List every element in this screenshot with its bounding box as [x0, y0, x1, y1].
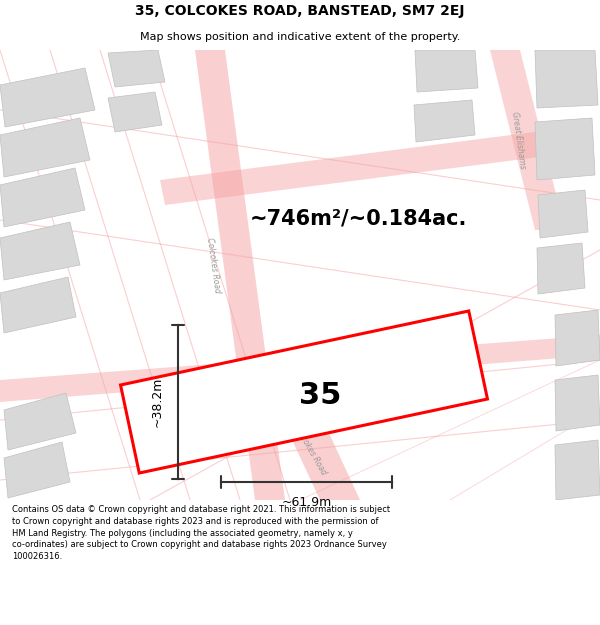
Text: Contains OS data © Crown copyright and database right 2021. This information is : Contains OS data © Crown copyright and d…: [12, 505, 390, 561]
Polygon shape: [0, 118, 90, 177]
Polygon shape: [160, 130, 555, 205]
Text: Great Elishams: Great Elishams: [509, 111, 526, 169]
Text: Colcokes Road: Colcokes Road: [292, 424, 328, 476]
Polygon shape: [537, 243, 585, 294]
Polygon shape: [535, 50, 598, 108]
Text: 35, COLCOKES ROAD, BANSTEAD, SM7 2EJ: 35, COLCOKES ROAD, BANSTEAD, SM7 2EJ: [135, 4, 465, 18]
Polygon shape: [0, 68, 95, 127]
Polygon shape: [555, 310, 600, 366]
Polygon shape: [535, 118, 595, 180]
Polygon shape: [4, 442, 70, 498]
Polygon shape: [538, 190, 588, 238]
Polygon shape: [108, 92, 162, 132]
Text: ~38.2m: ~38.2m: [151, 377, 164, 428]
Polygon shape: [108, 50, 165, 87]
Polygon shape: [121, 311, 487, 473]
Polygon shape: [0, 277, 76, 333]
Polygon shape: [415, 50, 478, 92]
Polygon shape: [414, 100, 475, 142]
Polygon shape: [490, 50, 565, 230]
Polygon shape: [4, 393, 76, 450]
Polygon shape: [555, 440, 600, 500]
Polygon shape: [195, 50, 285, 500]
Polygon shape: [0, 222, 80, 280]
Text: 35: 35: [299, 381, 341, 409]
Polygon shape: [255, 360, 360, 500]
Text: ~61.9m: ~61.9m: [281, 496, 332, 509]
Polygon shape: [555, 375, 600, 431]
Text: Map shows position and indicative extent of the property.: Map shows position and indicative extent…: [140, 32, 460, 43]
Polygon shape: [0, 335, 600, 402]
Polygon shape: [0, 168, 85, 227]
Text: Colcokes Road: Colcokes Road: [205, 237, 221, 293]
Text: ~746m²/~0.184ac.: ~746m²/~0.184ac.: [250, 208, 467, 228]
